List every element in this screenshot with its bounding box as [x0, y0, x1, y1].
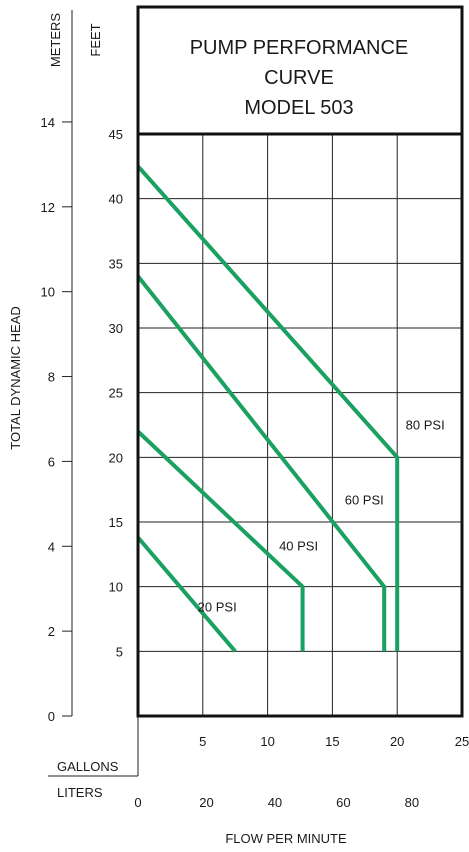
- feet-axis-title: FEET: [88, 23, 103, 56]
- curve-80-psi: [136, 164, 400, 652]
- feet-tick-20: 20: [109, 450, 123, 465]
- meter-tick-8: 8: [48, 370, 55, 385]
- curve-40-psi: [136, 430, 305, 652]
- chart-title-line-1: PUMP PERFORMANCE: [190, 37, 409, 59]
- curve-label-60-psi: 60 PSI: [345, 493, 384, 508]
- feet-tick-10: 10: [109, 580, 123, 595]
- gallon-tick-20: 20: [390, 734, 404, 749]
- feet-tick-25: 25: [109, 386, 123, 401]
- liters-unit-label: LITERS: [57, 785, 103, 800]
- curve-20-psi: [136, 536, 237, 653]
- curve-60-psi: [136, 275, 387, 652]
- meter-tick-0: 0: [48, 709, 55, 724]
- meter-tick-2: 2: [48, 624, 55, 639]
- meter-tick-12: 12: [41, 200, 55, 215]
- meter-tick-4: 4: [48, 539, 55, 554]
- grid-lines: [138, 134, 462, 716]
- meter-tick-6: 6: [48, 454, 55, 469]
- liter-tick-labels: 0 20 40 60 80: [134, 795, 419, 810]
- liter-tick-60: 60: [336, 795, 350, 810]
- gallons-unit-label: GALLONS: [57, 759, 119, 774]
- pump-curves: [136, 164, 400, 653]
- meter-tick-10: 10: [41, 285, 55, 300]
- feet-tick-45: 45: [109, 127, 123, 142]
- gallon-tick-labels: 5 10 15 20 25: [199, 734, 469, 749]
- feet-tick-35: 35: [109, 256, 123, 271]
- curve-labels: 20 PSI 40 PSI 60 PSI 80 PSI: [198, 417, 445, 614]
- gallon-tick-25: 25: [455, 734, 469, 749]
- feet-tick-15: 15: [109, 515, 123, 530]
- feet-tick-labels: 5 10 15 20 25 30 35 40 45: [109, 127, 123, 659]
- plot-frame: [136, 132, 464, 718]
- chart-title-line-2: CURVE: [264, 67, 334, 89]
- chart-title-line-3: MODEL 503: [244, 97, 353, 119]
- meter-tick-14: 14: [41, 115, 55, 130]
- gallon-tick-10: 10: [260, 734, 274, 749]
- liter-tick-80: 80: [405, 795, 419, 810]
- gallon-tick-15: 15: [325, 734, 339, 749]
- feet-tick-30: 30: [109, 321, 123, 336]
- meter-ticks: 0 2 4 6 8 10 12 14: [41, 115, 72, 724]
- gallon-tick-5: 5: [199, 734, 206, 749]
- curve-label-80-psi: 80 PSI: [406, 417, 445, 432]
- curve-label-20-psi: 20 PSI: [198, 599, 237, 614]
- feet-tick-40: 40: [109, 192, 123, 207]
- x-axis-label: FLOW PER MINUTE: [225, 831, 347, 846]
- feet-tick-5: 5: [116, 644, 123, 659]
- liter-tick-20: 20: [199, 795, 213, 810]
- curve-label-40-psi: 40 PSI: [279, 539, 318, 554]
- liter-tick-40: 40: [268, 795, 282, 810]
- meters-axis-title: METERS: [48, 13, 63, 68]
- liter-tick-0: 0: [134, 795, 141, 810]
- y-axis-label: TOTAL DYNAMIC HEAD: [8, 306, 23, 450]
